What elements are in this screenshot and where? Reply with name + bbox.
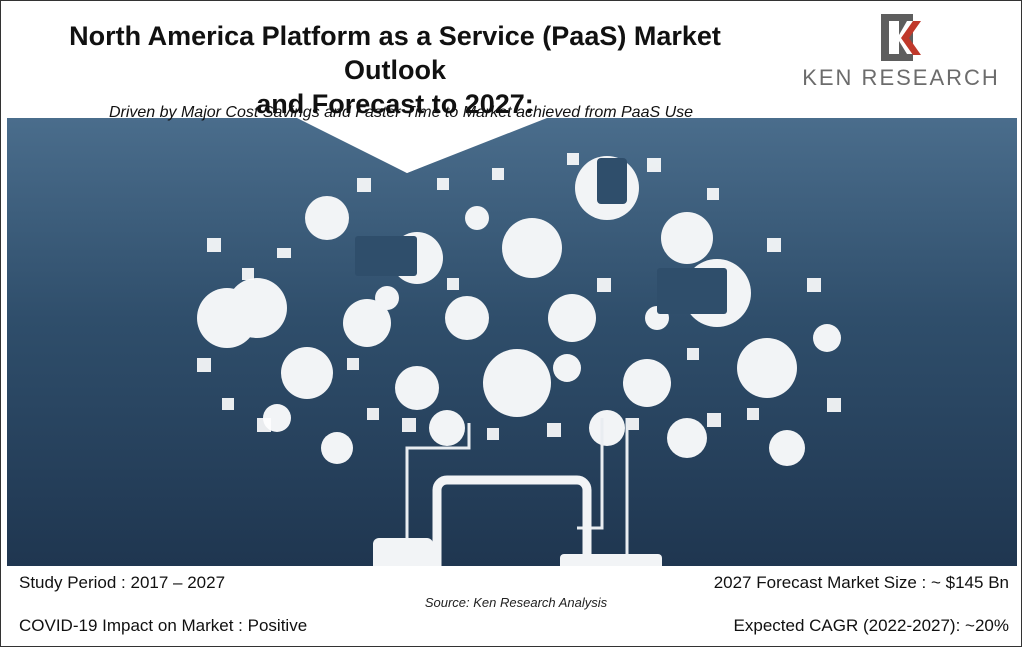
title-line-1: North America Platform as a Service (Paa… bbox=[69, 21, 721, 85]
title-notch bbox=[300, 118, 543, 173]
ken-research-logo-icon bbox=[881, 14, 921, 61]
cloud-illustration-panel bbox=[7, 118, 1017, 566]
smartphone-icon bbox=[597, 158, 627, 204]
subtitle: Driven by Major Cost Savings and Faster … bbox=[108, 104, 694, 121]
monitor-icon bbox=[657, 268, 727, 314]
source-note: Source: Ken Research Analysis bbox=[424, 595, 608, 610]
logo-brand-text: KEN RESEARCH bbox=[802, 65, 1000, 90]
icon-cloud bbox=[197, 156, 841, 466]
cloud-icons-illustration bbox=[7, 118, 1017, 566]
study-period: Study Period : 2017 – 2027 bbox=[19, 573, 226, 592]
smartphone-device bbox=[373, 538, 433, 566]
covid-impact: COVID-19 Impact on Market : Positive bbox=[19, 616, 308, 635]
title-line-2: and Forecast to 2027: bbox=[256, 89, 534, 119]
page-title: North America Platform as a Service (Paa… bbox=[15, 19, 775, 121]
laptop-device bbox=[560, 554, 662, 566]
tablet-device bbox=[432, 475, 592, 566]
forecast-market-size: 2027 Forecast Market Size : ~ $145 Bn bbox=[713, 573, 1009, 592]
small-icon-dots bbox=[197, 153, 841, 440]
monitor-icon bbox=[355, 236, 417, 276]
expected-cagr: Expected CAGR (2022-2027): ~20% bbox=[733, 616, 1009, 635]
